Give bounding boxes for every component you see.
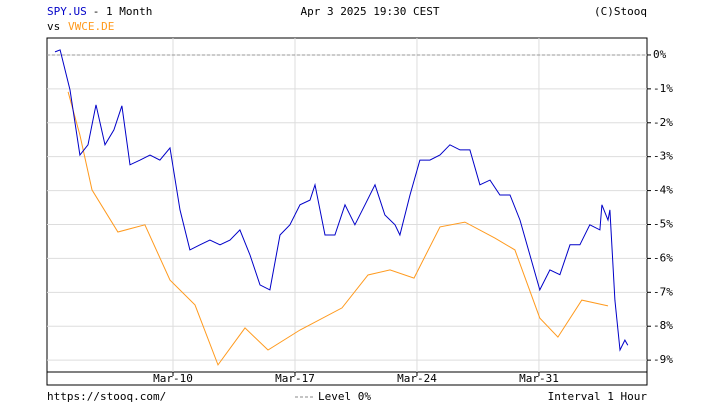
y-tick-label: -1% [653,82,673,95]
reference-label: Level 0% [318,390,371,403]
x-tick-label: Mar-17 [275,372,315,385]
y-tick-label: -9% [653,353,673,366]
x-tick-label: Mar-31 [519,372,559,385]
y-tick-label: -4% [653,184,673,197]
plot-frame [46,37,648,386]
series-name: VWCE.DE [68,20,114,33]
chart-subtitle: vs [47,20,60,33]
series-line [54,49,629,352]
chart-credit: (C)Stooq [594,5,647,18]
series-name: SPY.US [47,5,87,18]
chart-title: - 1 Month [93,5,153,18]
y-tick-label: -7% [653,285,673,298]
x-tick-label: Mar-10 [153,372,193,385]
interval: Interval 1 Hour [548,390,648,403]
y-tick-label: -2% [653,116,673,129]
x-tick-label: Mar-24 [397,372,437,385]
y-tick-label: 0% [653,48,667,61]
source-url: https://stooq.com/ [47,390,166,403]
y-tick-label: -5% [653,217,673,230]
chart-date: Apr 3 2025 19:30 CEST [300,5,439,18]
y-tick-label: -3% [653,150,673,163]
y-tick-label: -6% [653,251,673,264]
series-line [67,91,609,366]
y-tick-label: -8% [653,319,673,332]
